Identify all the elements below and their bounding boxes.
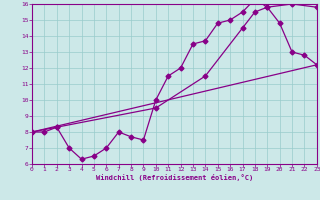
X-axis label: Windchill (Refroidissement éolien,°C): Windchill (Refroidissement éolien,°C) xyxy=(96,174,253,181)
